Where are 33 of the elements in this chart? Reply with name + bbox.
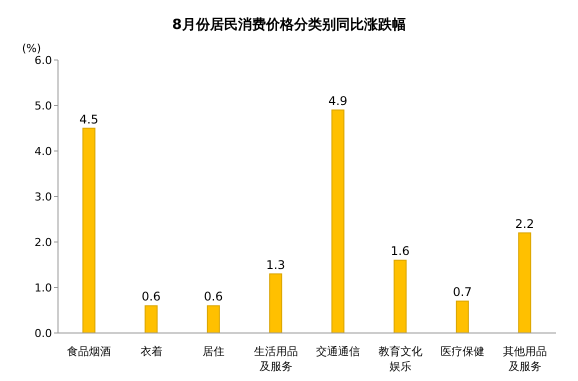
x-tick-label: 教育文化娱乐 [378, 345, 422, 373]
bar [331, 110, 344, 333]
bar [269, 273, 282, 333]
y-tick-label: 5.0 [34, 99, 52, 112]
x-tick-label: 其他用品及服务 [502, 345, 547, 373]
data-label: 4.9 [328, 94, 348, 108]
y-tick-label: 0.0 [34, 326, 52, 340]
bar [394, 260, 407, 333]
bar [144, 305, 158, 333]
x-tick-label: 交通通信 [316, 345, 360, 358]
x-tick-label: 生活用品及服务 [254, 345, 298, 373]
y-tick-label: 3.0 [34, 190, 52, 204]
x-tick-label: 衣着 [140, 345, 162, 358]
data-label: 0.7 [452, 285, 472, 300]
data-label: 4.5 [79, 112, 98, 126]
data-label: 2.2 [515, 216, 534, 231]
x-tick-label: 食品烟酒 [67, 345, 112, 358]
data-label: 0.6 [142, 290, 161, 304]
y-tick-label: 6.0 [34, 54, 52, 67]
data-label: 0.6 [204, 290, 223, 304]
data-label: 1.6 [390, 244, 410, 258]
y-tick-label: 1.0 [34, 281, 52, 294]
y-axis-title: (%) [22, 42, 42, 55]
bar [82, 128, 96, 333]
bar [518, 232, 532, 333]
chart-title: 8月份居民消费价格分类别同比涨跌幅 [171, 16, 407, 34]
bar [206, 305, 220, 333]
data-label: 1.3 [266, 258, 286, 272]
x-tick-label: 医疗保健 [440, 345, 485, 358]
x-tick-label: 居住 [202, 345, 225, 358]
y-tick-label: 4.0 [34, 144, 52, 158]
y-tick-label: 2.0 [34, 236, 52, 249]
bar [456, 300, 469, 333]
